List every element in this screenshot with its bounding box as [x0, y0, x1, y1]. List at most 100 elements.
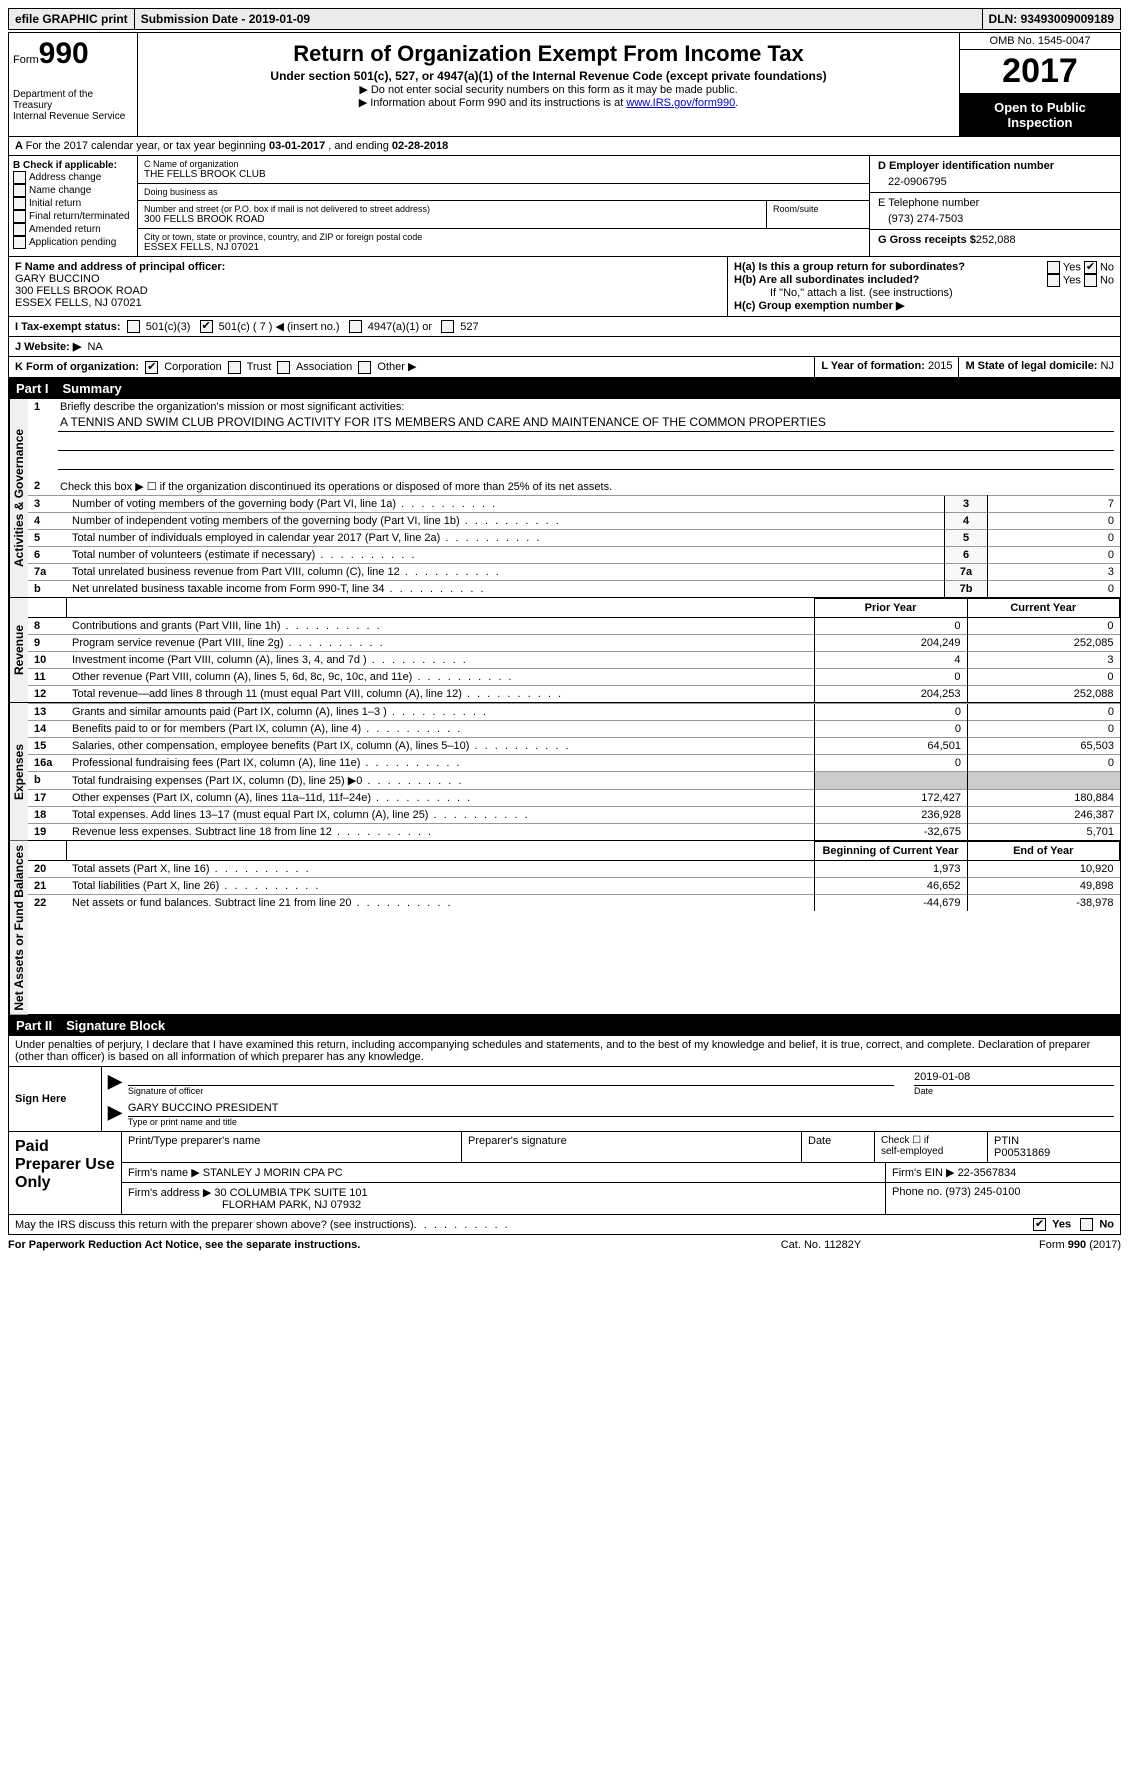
part-2-header: Part IISignature Block [8, 1015, 1121, 1036]
cb-trust[interactable] [228, 361, 241, 374]
cb-hb-yes[interactable] [1047, 274, 1060, 287]
cb-irs-discuss-no[interactable] [1080, 1218, 1093, 1231]
cb-501c3[interactable] [127, 320, 140, 333]
table-row: 20Total assets (Part X, line 16)1,97310,… [28, 860, 1120, 877]
page-footer: For Paperwork Reduction Act Notice, see … [8, 1235, 1121, 1255]
subtitle-1: Under section 501(c), 527, or 4947(a)(1)… [144, 69, 953, 83]
signature-date: 2019-01-08 [914, 1071, 1114, 1086]
preparer-date-header: Date [802, 1132, 875, 1162]
header-center: Return of Organization Exempt From Incom… [138, 33, 959, 136]
sign-here-row: Sign Here ▶ Signature of officer 2019-01… [9, 1067, 1120, 1131]
cb-amended-return[interactable] [13, 223, 26, 236]
cb-other[interactable] [358, 361, 371, 374]
paperwork-notice: For Paperwork Reduction Act Notice, see … [8, 1239, 721, 1251]
subtitle-3: ▶ Information about Form 990 and its ins… [144, 96, 953, 109]
table-row: bNet unrelated business taxable income f… [28, 580, 1120, 597]
table-row: 11Other revenue (Part VIII, column (A), … [28, 668, 1120, 685]
section-net-assets: Net Assets or Fund Balances Beginning of… [9, 841, 1120, 1015]
efile-label: efile GRAPHIC print [9, 9, 135, 29]
room-suite: Room/suite [767, 201, 869, 228]
dln-label: DLN: [989, 12, 1018, 26]
paid-preparer-block: Paid Preparer Use Only Print/Type prepar… [8, 1132, 1121, 1215]
self-employed-cell: Check ☐ ifself-employed [875, 1132, 988, 1162]
tax-year: 2017 [960, 50, 1120, 94]
paid-preparer-label: Paid Preparer Use Only [9, 1132, 122, 1214]
cb-527[interactable] [441, 320, 454, 333]
net-assets-table: Beginning of Current YearEnd of Year 20T… [28, 841, 1120, 911]
table-row: 9Program service revenue (Part VIII, lin… [28, 634, 1120, 651]
firm-address-cell: Firm's address ▶ 30 COLUMBIA TPK SUITE 1… [122, 1183, 886, 1214]
city-field: City or town, state or province, country… [138, 229, 869, 256]
telephone-field: E Telephone number (973) 274-7503 [870, 193, 1120, 230]
irs-discuss-row: May the IRS discuss this return with the… [8, 1215, 1121, 1235]
col-d-right: D Employer identification number 22-0906… [869, 156, 1120, 256]
table-row: 16aProfessional fundraising fees (Part I… [28, 754, 1120, 771]
irs-label: Internal Revenue Service [13, 111, 133, 122]
table-row: 12Total revenue—add lines 8 through 11 (… [28, 685, 1120, 702]
firm-ein-cell: Firm's EIN ▶ 22-3567834 [886, 1163, 1120, 1182]
cb-address-change[interactable] [13, 171, 26, 184]
vlabel-net-assets: Net Assets or Fund Balances [9, 841, 28, 1015]
form-title: Return of Organization Exempt From Incom… [144, 41, 953, 67]
signature-block: Under penalties of perjury, I declare th… [8, 1036, 1121, 1132]
omb-number: OMB No. 1545-0047 [960, 33, 1120, 50]
dba-field: Doing business as [138, 184, 869, 201]
part-1-header: Part ISummary [8, 378, 1121, 399]
group-return: H(a) Is this a group return for subordin… [728, 257, 1120, 316]
cb-application-pending[interactable] [13, 236, 26, 249]
cb-501c[interactable] [200, 320, 213, 333]
irs-link[interactable]: www.IRS.gov/form990 [626, 97, 735, 109]
cb-initial-return[interactable] [13, 197, 26, 210]
submission-cell: Submission Date - 2019-01-09 [135, 9, 983, 29]
cb-name-change[interactable] [13, 184, 26, 197]
form-number: 990 [39, 37, 89, 70]
section-activities-governance: Activities & Governance 1 Briefly descri… [9, 399, 1120, 598]
table-row: 10Investment income (Part VIII, column (… [28, 651, 1120, 668]
vlabel-activities: Activities & Governance [9, 399, 28, 597]
table-row: 8Contributions and grants (Part VIII, li… [28, 617, 1120, 634]
cat-no: Cat. No. 11282Y [721, 1239, 921, 1251]
header-right: OMB No. 1545-0047 2017 Open to Public In… [959, 33, 1120, 136]
cb-ha-yes[interactable] [1047, 261, 1060, 274]
mission-text: A TENNIS AND SWIM CLUB PROVIDING ACTIVIT… [28, 415, 1120, 470]
open-to-public: Open to Public Inspection [960, 94, 1120, 136]
section-expenses: Expenses 13Grants and similar amounts pa… [9, 703, 1120, 841]
form-id-footer: Form 990 (2017) [921, 1239, 1121, 1251]
vlabel-revenue: Revenue [9, 598, 28, 702]
cb-4947[interactable] [349, 320, 362, 333]
table-row: 14Benefits paid to or for members (Part … [28, 720, 1120, 737]
cb-ha-no[interactable] [1084, 261, 1097, 274]
expenses-table: 13Grants and similar amounts paid (Part … [28, 703, 1120, 840]
row-k-form-org: K Form of organization: Corporation Trus… [9, 357, 815, 377]
officer-signature-line[interactable] [128, 1071, 894, 1086]
firm-phone-cell: Phone no. (973) 245-0100 [886, 1183, 1120, 1214]
row-m-state: M State of legal domicile: NJ [959, 357, 1120, 377]
table-row: 15Salaries, other compensation, employee… [28, 737, 1120, 754]
street-field: Number and street (or P.O. box if mail i… [138, 201, 869, 229]
cb-final-return[interactable] [13, 210, 26, 223]
ptin-cell: PTINP00531869 [988, 1132, 1120, 1162]
section-revenue: Revenue Prior YearCurrent Year 8Contribu… [9, 598, 1120, 703]
gross-receipts-field: G Gross receipts $252,088 [870, 230, 1120, 256]
header-left: Form990 Department of the Treasury Inter… [9, 33, 138, 136]
preparer-name-header: Print/Type preparer's name [122, 1132, 462, 1162]
topbar: efile GRAPHIC print Submission Date - 20… [8, 8, 1121, 30]
section-klm: K Form of organization: Corporation Trus… [8, 357, 1121, 378]
col-b-label: B Check if applicable: [13, 160, 133, 171]
section-fh: F Name and address of principal officer:… [8, 257, 1121, 317]
table-row: 18Total expenses. Add lines 13–17 (must … [28, 806, 1120, 823]
typed-name: GARY BUCCINO PRESIDENT [128, 1102, 1114, 1117]
cb-corporation[interactable] [145, 361, 158, 374]
vlabel-expenses: Expenses [9, 703, 28, 840]
table-row: 3Number of voting members of the governi… [28, 495, 1120, 512]
subtitle-2: ▶ Do not enter social security numbers o… [144, 83, 953, 96]
table-row: 22Net assets or fund balances. Subtract … [28, 894, 1120, 911]
table-row: 21Total liabilities (Part X, line 26)46,… [28, 877, 1120, 894]
governance-table: 3Number of voting members of the governi… [28, 495, 1120, 597]
ein-field: D Employer identification number 22-0906… [870, 156, 1120, 193]
submission-date: 2019-01-09 [249, 12, 310, 26]
cb-association[interactable] [277, 361, 290, 374]
cb-irs-discuss-yes[interactable] [1033, 1218, 1046, 1231]
cb-hb-no[interactable] [1084, 274, 1097, 287]
table-row: bTotal fundraising expenses (Part IX, co… [28, 771, 1120, 789]
